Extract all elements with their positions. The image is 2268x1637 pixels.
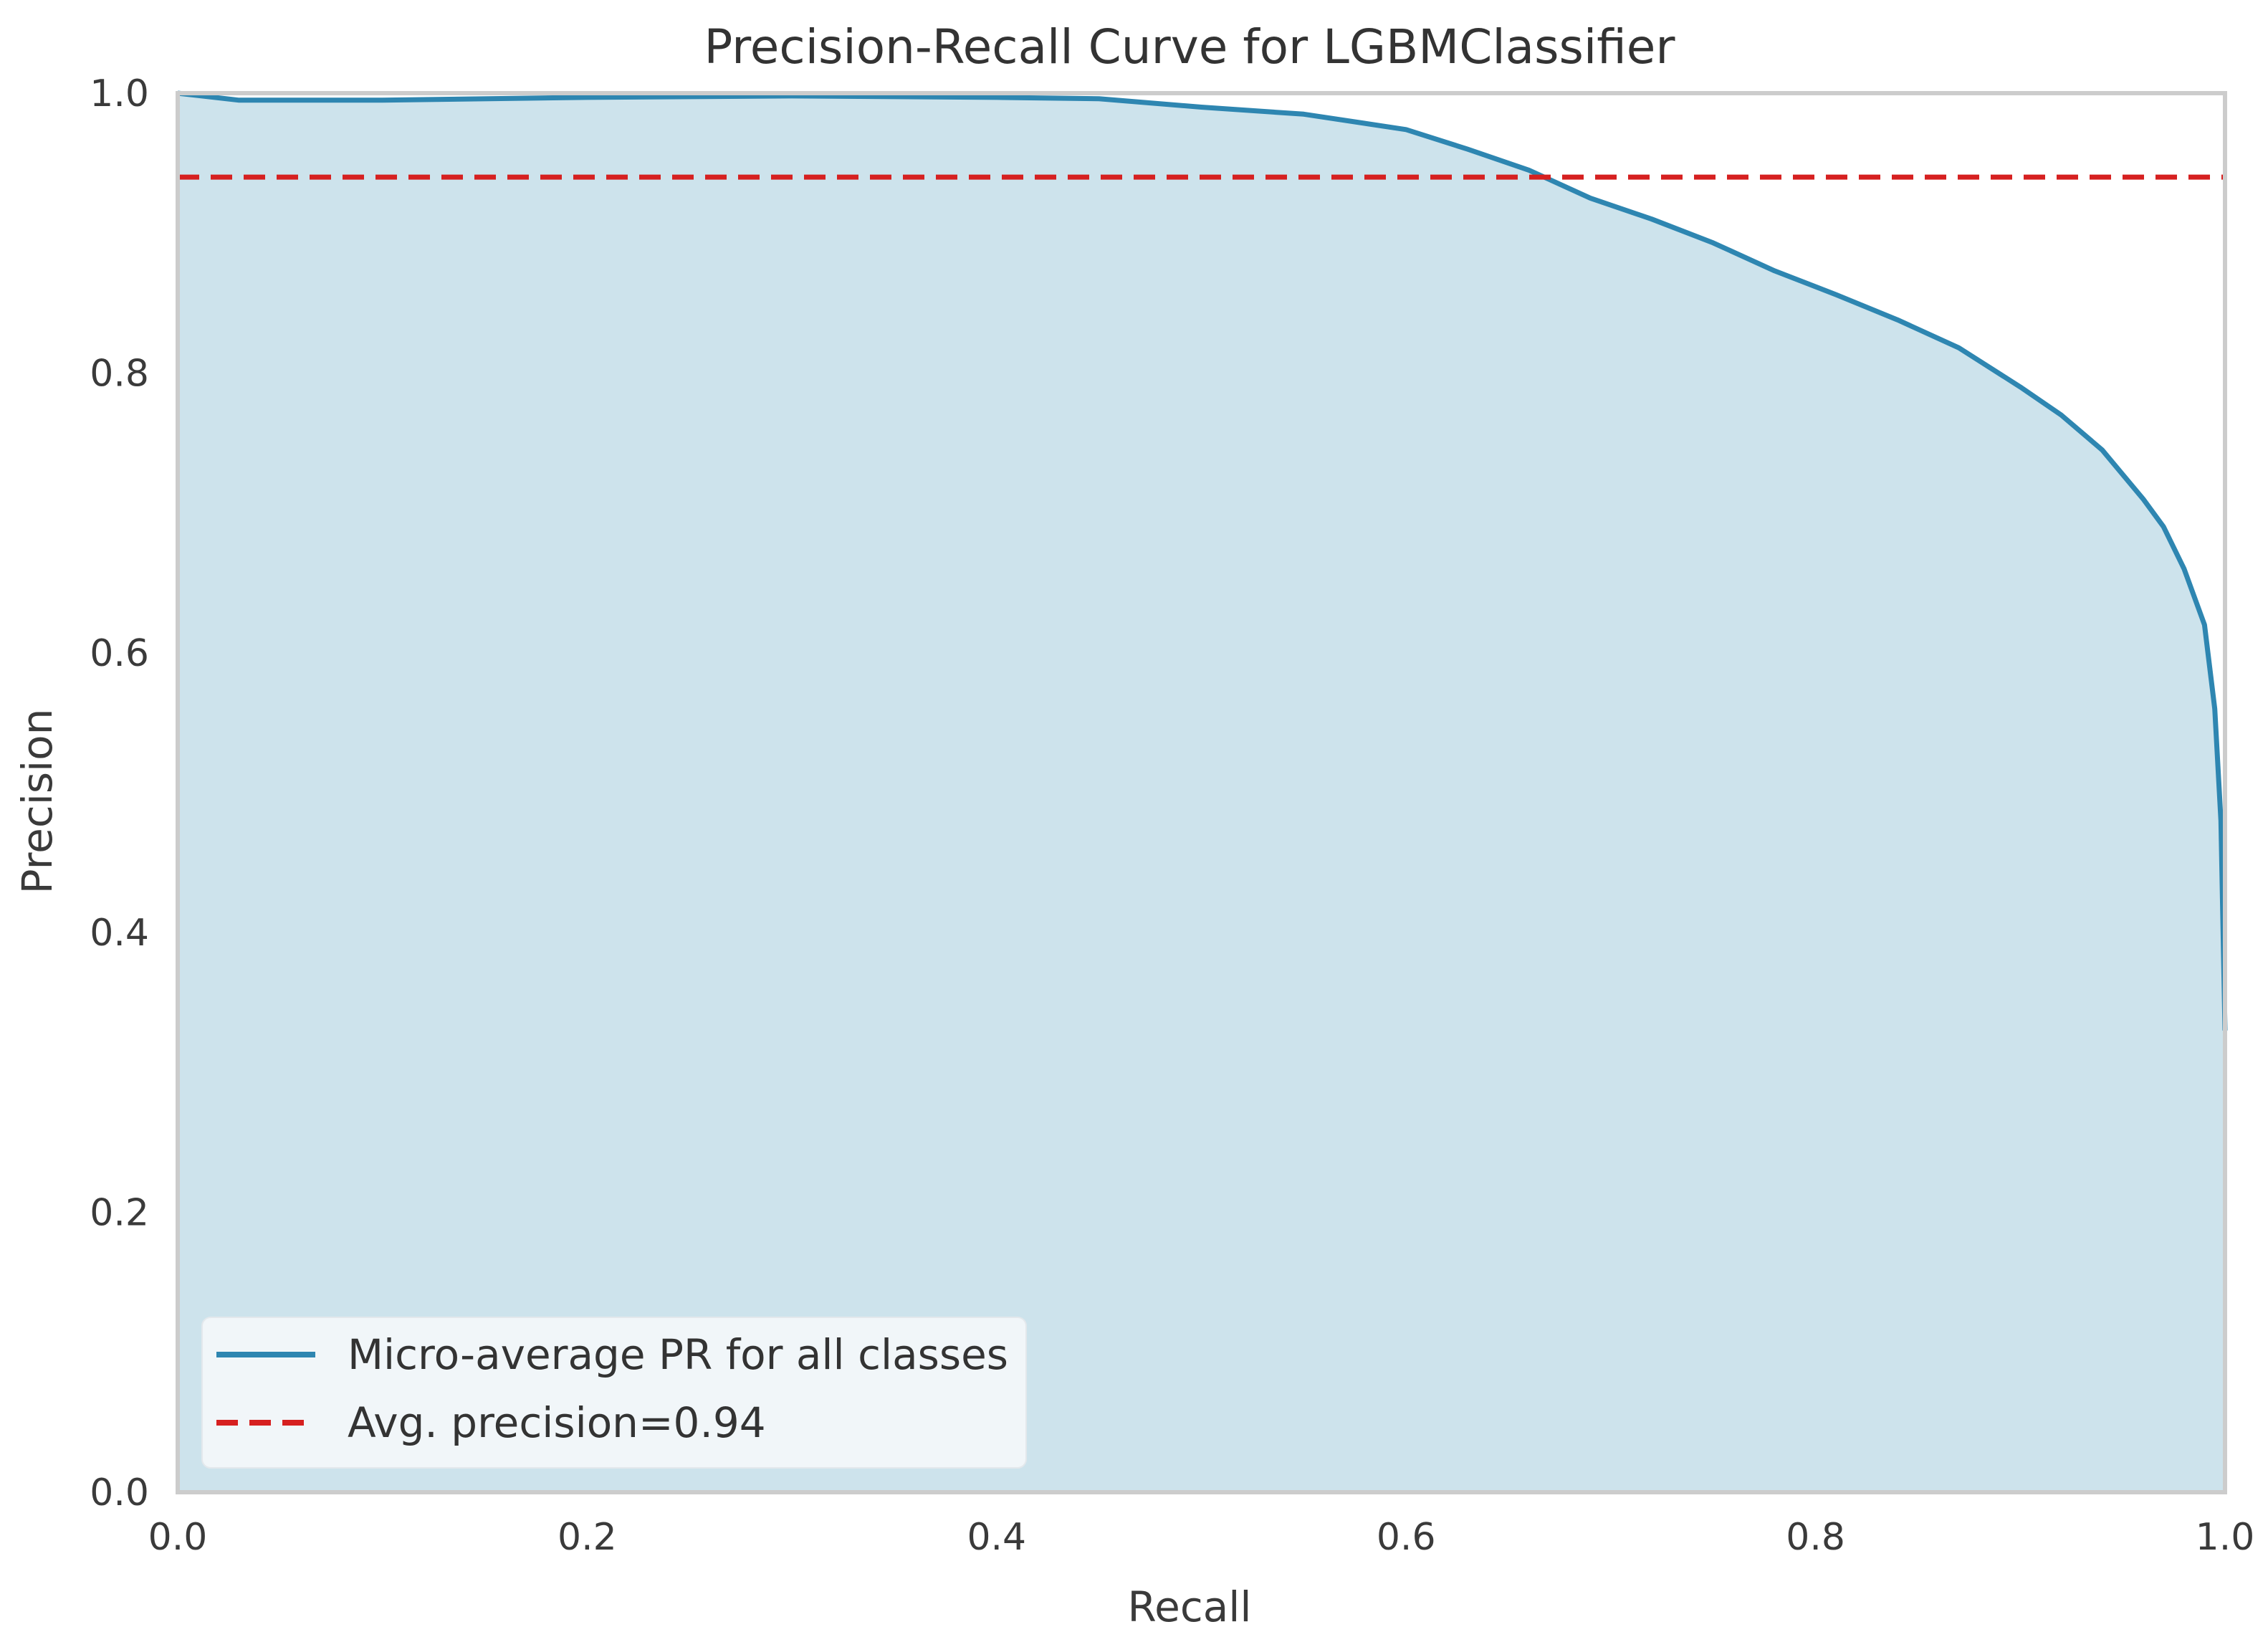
x-tick-label: 0.0: [148, 1516, 208, 1559]
plot-frame: [176, 91, 2227, 1494]
chart-title: Precision-Recall Curve for LGBMClassifie…: [704, 19, 1675, 75]
y-axis-ticks: 0.0 0.2 0.4 0.6 0.8 1.0: [90, 72, 149, 1514]
pr-curve-fill-area: [178, 93, 2225, 1492]
y-tick-label: 0.6: [90, 632, 149, 675]
y-tick-label: 0.2: [90, 1192, 149, 1235]
x-tick-label: 0.2: [558, 1516, 617, 1559]
x-axis-ticks: 0.0 0.2 0.4 0.6 0.8 1.0: [148, 1516, 2255, 1559]
x-axis-title: Recall: [1127, 1583, 1251, 1631]
legend-label-avg-precision: Avg. precision=0.94: [348, 1398, 766, 1447]
plot-area: [176, 90, 2228, 1494]
y-tick-label: 0.4: [90, 912, 149, 955]
y-tick-label: 0.0: [90, 1471, 149, 1514]
x-tick-label: 0.4: [967, 1516, 1026, 1559]
y-axis-title: Precision: [13, 709, 62, 894]
x-tick-label: 0.6: [1377, 1516, 1436, 1559]
legend-label-micro-average: Micro-average PR for all classes: [348, 1330, 1008, 1379]
y-tick-label: 0.8: [90, 352, 149, 395]
legend: Micro-average PR for all classes Avg. pr…: [201, 1317, 1027, 1469]
x-tick-label: 1.0: [2196, 1516, 2255, 1559]
legend-box: [201, 1317, 1027, 1469]
y-tick-label: 1.0: [90, 72, 149, 115]
pr-curve-line: [177, 90, 2228, 1031]
x-tick-label: 0.8: [1786, 1516, 1845, 1559]
